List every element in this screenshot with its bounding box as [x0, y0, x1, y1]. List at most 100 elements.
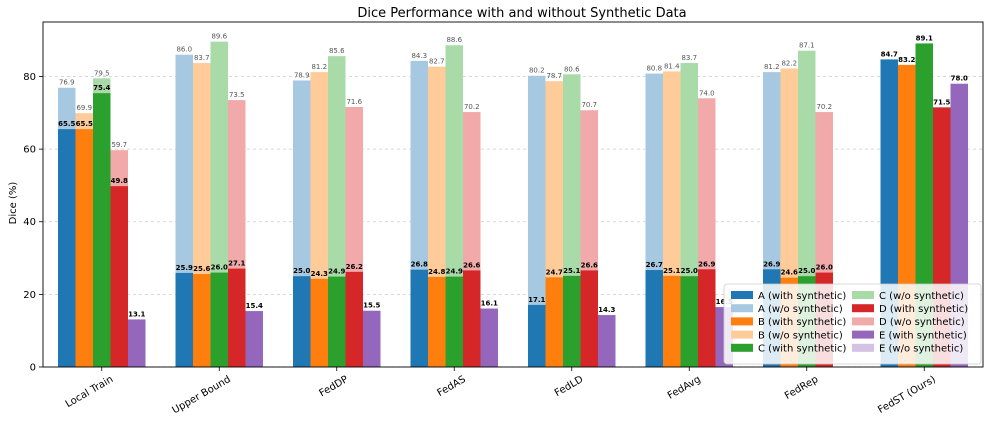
data-label: 25.0 [681, 267, 698, 275]
bar [463, 270, 481, 367]
y-tick-label: 80 [23, 72, 36, 83]
legend-swatch [731, 343, 753, 352]
data-label: 82.7 [429, 58, 445, 66]
bar [645, 270, 663, 367]
x-tick-label: FedST (Ours) [876, 374, 938, 416]
data-label: 26.7 [646, 261, 663, 269]
data-label: 24.9 [328, 268, 345, 276]
data-label: 15.5 [363, 302, 380, 310]
data-label: 80.2 [529, 67, 545, 75]
data-label: 25.6 [193, 265, 210, 273]
data-label: 83.2 [898, 56, 915, 64]
legend-label: E (w/o synthetic) [879, 344, 963, 355]
data-label: 16.1 [481, 300, 498, 308]
y-tick-label: 40 [23, 217, 36, 228]
data-label: 26.0 [211, 264, 228, 272]
data-label: 13.1 [128, 310, 145, 318]
bar [228, 268, 246, 367]
data-label: 24.7 [546, 268, 563, 276]
chart-title: Dice Performance with and without Synthe… [357, 6, 686, 21]
data-label: 81.2 [311, 63, 327, 71]
bar [428, 276, 446, 367]
bar [528, 75, 546, 367]
bar [680, 276, 698, 367]
data-label: 74.0 [699, 89, 715, 97]
legend-label: D (w/o synthetic) [879, 317, 965, 328]
axes [42, 21, 984, 368]
data-label: 89.1 [916, 34, 933, 42]
data-label: 78.0 [951, 75, 968, 83]
bar [245, 311, 263, 367]
data-label: 24.3 [311, 270, 328, 278]
bar [698, 269, 716, 367]
data-label: 75.4 [93, 84, 110, 92]
data-label: 73.5 [229, 91, 245, 99]
y-axis-label: Dice (%) [8, 182, 19, 225]
data-label: 26.6 [581, 261, 598, 269]
labels-with-synthetic: 65.5 65.575.449.813.125.9 25.6 26.0 27.115.4… [58, 34, 968, 318]
labels-without-synthetic: 76.969.979.559.786.083.789.673.578.981.2… [59, 33, 832, 150]
legend-label: C (w/o synthetic) [879, 291, 964, 302]
bar [128, 319, 146, 367]
legend-label: A (with synthetic) [758, 291, 846, 302]
legend-swatch [731, 317, 753, 326]
legend-label: D (with synthetic) [879, 304, 968, 315]
bar [345, 271, 363, 367]
data-label: 17.1 [528, 296, 545, 304]
data-label: 26.6 [463, 261, 480, 269]
bar [75, 129, 93, 367]
data-label: 26.9 [698, 260, 715, 268]
data-label: 26.0 [816, 264, 833, 272]
bar [310, 278, 328, 367]
x-tick-label: Local Train [64, 374, 115, 410]
bar [175, 272, 193, 367]
data-label: 80.8 [646, 65, 662, 73]
legend-swatch [852, 304, 874, 313]
bar [545, 277, 563, 367]
bar [445, 276, 463, 367]
data-label: 84.7 [881, 50, 898, 58]
y-tick-label: 20 [23, 290, 36, 301]
legend-swatch [852, 291, 874, 299]
data-label: 83.7 [681, 54, 697, 62]
legend-label: B (with synthetic) [758, 317, 846, 328]
data-label: 84.3 [411, 52, 427, 60]
x-ticks: Local Train Upper Bound FedDP FedAS FedLD Fed… [64, 367, 938, 416]
data-label: 70.2 [464, 103, 480, 111]
data-label: 80.6 [564, 65, 580, 73]
data-label: 71.5 [933, 98, 950, 106]
legend-swatch [731, 304, 753, 313]
data-label: 76.9 [59, 79, 75, 87]
data-label: 89.6 [211, 33, 227, 41]
data-label: 24.6 [781, 269, 798, 277]
data-label: 24.8 [428, 268, 445, 276]
legend-label: A (w/o synthetic) [758, 304, 843, 315]
x-tick-label: Upper Bound [171, 374, 233, 416]
y-ticks: 0 20 40 60 80 [23, 72, 43, 374]
data-label: 78.9 [294, 71, 310, 79]
data-label: 69.9 [76, 104, 92, 112]
bar [363, 310, 381, 367]
data-label: 26.2 [346, 263, 363, 271]
y-tick-label: 0 [30, 363, 36, 374]
bar [293, 276, 311, 367]
legend-swatch [731, 330, 753, 339]
data-label: 26.9 [763, 260, 780, 268]
data-label: 14.3 [598, 306, 615, 314]
bar [563, 275, 581, 367]
x-tick-label: FedDP [318, 374, 351, 399]
x-tick-label: FedAvg [666, 374, 703, 402]
data-label: 65.5 [58, 120, 75, 128]
data-label: 25.1 [563, 267, 580, 275]
data-label: 24.9 [446, 268, 463, 276]
bar [410, 269, 428, 367]
data-label: 81.2 [764, 63, 780, 71]
data-label: 87.1 [799, 42, 815, 50]
plot-frame [42, 21, 984, 368]
y-tick-label: 60 [23, 145, 36, 156]
data-label: 78.7 [546, 72, 562, 80]
data-label: 79.5 [94, 69, 110, 77]
data-label: 81.4 [664, 62, 680, 70]
data-label: 59.7 [111, 141, 127, 149]
data-label: 49.8 [111, 177, 128, 185]
